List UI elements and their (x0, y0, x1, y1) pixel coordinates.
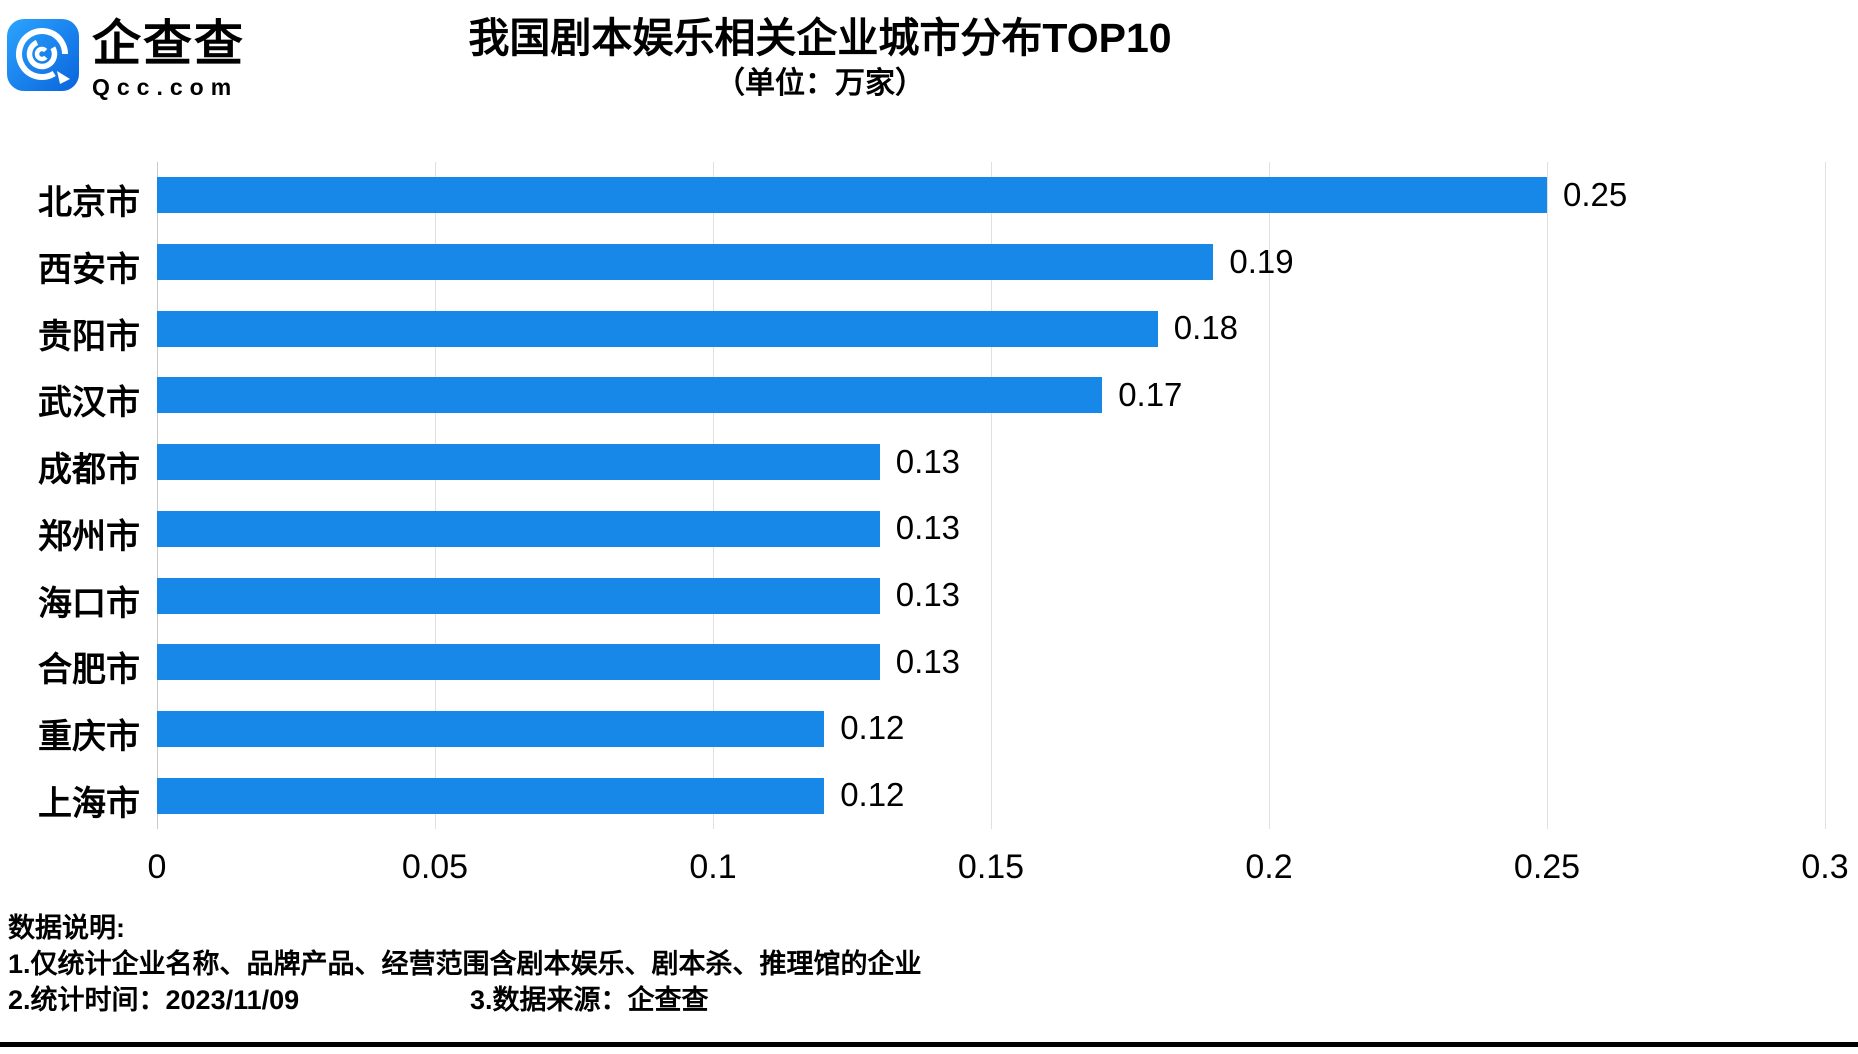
value-label: 0.19 (1229, 242, 1294, 280)
category-label: 成都市 (38, 451, 140, 490)
bar (157, 510, 880, 547)
x-tick-label: 0.1 (689, 848, 737, 886)
y-axis-line (157, 162, 158, 829)
x-tick-label: 0.3 (1801, 848, 1849, 886)
gridline (991, 162, 992, 829)
chart-header: 我国剧本娱乐相关企业城市分布TOP10 （单位：万家） (120, 14, 1520, 104)
x-tick-label: 0.05 (401, 848, 469, 886)
category-label: 合肥市 (38, 651, 140, 690)
category-label: 西安市 (38, 251, 140, 290)
notes-data-source: 3.数据来源：企查查 (470, 985, 709, 1015)
logo-domain: Qcc.com (92, 74, 239, 100)
x-tick-label: 0.15 (957, 848, 1025, 886)
bar-chart-plot-area (157, 162, 1826, 829)
category-label: 重庆市 (38, 717, 140, 756)
gridline (1547, 162, 1548, 829)
category-label: 海口市 (38, 584, 140, 623)
value-label: 0.17 (1118, 375, 1183, 413)
value-label: 0.13 (895, 576, 961, 614)
value-label: 0.12 (840, 709, 905, 747)
data-notes: 数据说明: 1.仅统计企业名称、品牌产品、经营范围含剧本娱乐、剧本杀、推理馆的企… (8, 910, 922, 1018)
bar (157, 644, 880, 681)
value-label: 0.25 (1563, 175, 1628, 213)
category-label: 贵阳市 (38, 317, 140, 356)
bar (157, 710, 825, 747)
category-label: 上海市 (38, 784, 140, 823)
value-label: 0.13 (895, 642, 961, 680)
category-label: 武汉市 (38, 384, 140, 423)
qcc-logo: 企查查 Qcc.com (6, 18, 245, 101)
value-label: 0.13 (895, 509, 961, 547)
value-label: 0.12 (840, 776, 905, 814)
gridline (1269, 162, 1270, 829)
value-label: 0.13 (895, 442, 961, 480)
bar (157, 577, 880, 614)
category-label: 北京市 (38, 184, 140, 223)
gridline (1825, 162, 1826, 829)
notes-stat-time: 2.统计时间：2023/11/09 (8, 985, 300, 1015)
category-label: 郑州市 (38, 517, 140, 556)
logo-name: 企查查 (92, 17, 246, 71)
bar (157, 177, 1547, 214)
bar (157, 377, 1103, 414)
gridline (435, 162, 436, 829)
bar (157, 777, 825, 814)
x-tick-label: 0.2 (1245, 848, 1293, 886)
value-label: 0.18 (1173, 309, 1239, 347)
bar (157, 244, 1214, 281)
chart-title: 我国剧本娱乐相关企业城市分布TOP10 (468, 15, 1172, 61)
gridline (713, 162, 714, 829)
notes-line-1: 1.仅统计企业名称、品牌产品、经营范围含剧本娱乐、剧本杀、推理馆的企业 (8, 949, 922, 979)
bar (157, 444, 880, 481)
x-tick-label: 0.25 (1513, 848, 1581, 886)
chart-subtitle: （单位：万家） (715, 67, 925, 100)
bottom-divider (0, 1042, 1858, 1047)
qcc-spiral-icon (7, 19, 79, 91)
bar (157, 310, 1158, 347)
notes-heading: 数据说明: (8, 913, 125, 943)
x-tick-label: 0 (147, 848, 167, 886)
